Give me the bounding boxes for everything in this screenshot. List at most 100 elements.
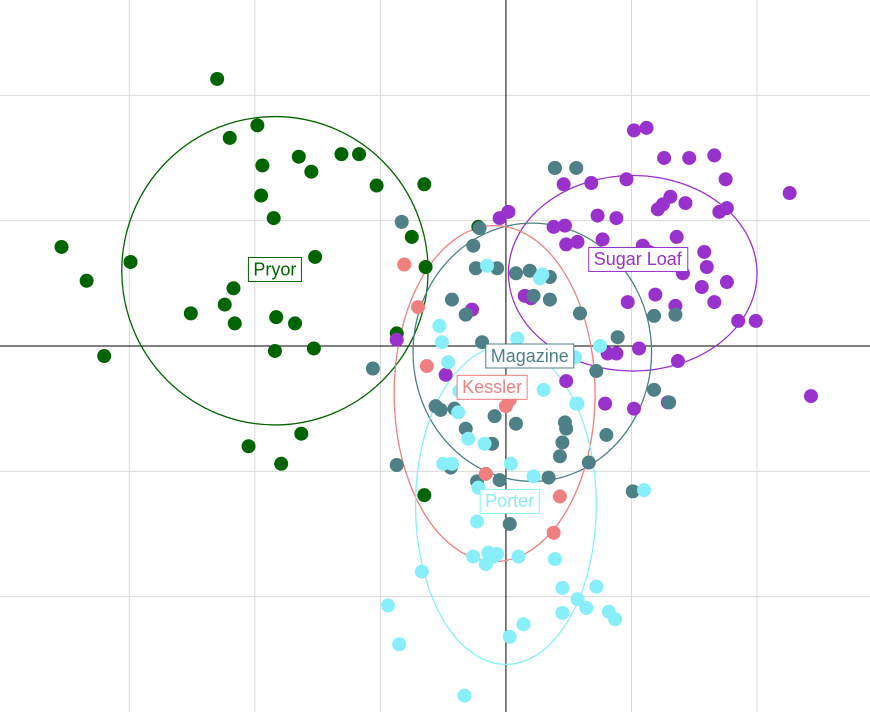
- porter-point: [490, 547, 505, 562]
- pryor-point: [54, 239, 69, 254]
- pryor-point: [352, 147, 367, 162]
- sugar-loaf-ellipse: [507, 174, 758, 372]
- magazine-point: [552, 449, 567, 464]
- porter-point: [477, 436, 492, 451]
- porter-point: [555, 580, 570, 595]
- porter-point: [380, 598, 395, 613]
- porter-point: [510, 331, 525, 346]
- magazine-point: [508, 266, 523, 281]
- porter-point: [535, 267, 550, 282]
- pryor-label-text: Pryor: [253, 259, 296, 279]
- sugar-loaf-point: [682, 150, 697, 165]
- magazine-point: [492, 473, 507, 488]
- pryor-point: [308, 249, 323, 264]
- porter-point: [579, 600, 594, 615]
- pryor-point: [217, 297, 232, 312]
- sugar-loaf-label: Sugar Loaf: [588, 246, 689, 272]
- porter-point: [637, 483, 652, 498]
- magazine-point: [487, 409, 502, 424]
- magazine-point: [668, 307, 683, 322]
- porter-point: [593, 338, 608, 353]
- sugar-loaf-point: [556, 177, 571, 192]
- porter-point: [451, 405, 466, 420]
- sugar-loaf-point: [557, 218, 572, 233]
- porter-point: [457, 688, 472, 703]
- magazine-point: [541, 470, 556, 485]
- porter-point: [555, 605, 570, 620]
- magazine-point: [647, 308, 662, 323]
- sugar-loaf-point: [632, 341, 647, 356]
- sugar-loaf-point: [694, 280, 709, 295]
- sugar-loaf-point: [670, 354, 685, 369]
- pryor-point: [241, 439, 256, 454]
- sugar-loaf-point: [803, 389, 818, 404]
- pryor-label: Pryor: [247, 257, 302, 283]
- porter-label-box: [479, 488, 540, 514]
- sugar-loaf-point: [669, 229, 684, 244]
- magazine-point: [662, 395, 677, 410]
- kessler-point: [411, 300, 426, 315]
- sugar-loaf-point: [584, 176, 599, 191]
- sugar-loaf-point: [595, 232, 610, 247]
- pryor-point: [417, 488, 432, 503]
- magazine-point: [547, 160, 562, 175]
- sugar-loaf-point: [707, 295, 722, 310]
- kessler-point: [478, 466, 493, 481]
- magazine-point: [589, 364, 604, 379]
- sugar-loaf-point: [639, 120, 654, 135]
- sugar-loaf-point: [609, 211, 624, 226]
- sugar-loaf-point: [748, 313, 763, 328]
- magazine-point: [365, 361, 380, 376]
- pryor-point: [404, 229, 419, 244]
- pryor-point: [274, 456, 289, 471]
- magazine-point: [444, 292, 459, 307]
- magazine-point: [581, 455, 596, 470]
- pryor-point: [267, 343, 282, 358]
- magazine-point: [502, 516, 517, 531]
- magazine-point: [555, 435, 570, 450]
- pryor-point: [226, 281, 241, 296]
- porter-label-text: Porter: [485, 491, 534, 511]
- pryor-point: [255, 158, 270, 173]
- porter-point: [502, 629, 517, 644]
- pryor-point: [210, 71, 225, 86]
- pryor-point: [269, 310, 284, 325]
- pryor-point: [304, 164, 319, 179]
- sugar-loaf-point: [697, 244, 712, 259]
- sugar-loaf-point: [718, 172, 733, 187]
- magazine-point: [468, 261, 483, 276]
- porter-point: [478, 557, 493, 572]
- porter-point: [516, 617, 531, 632]
- sugar-loaf-point: [707, 148, 722, 163]
- sugar-loaf-point: [626, 123, 641, 138]
- pryor-point: [97, 349, 112, 363]
- pryor-point: [288, 316, 303, 331]
- kessler-label: Kessler: [456, 374, 528, 400]
- sugar-loaf-point: [590, 208, 605, 223]
- kessler-point: [552, 489, 567, 504]
- sugar-loaf-point: [782, 186, 797, 201]
- magazine-label-text: Magazine: [491, 346, 569, 366]
- sugar-loaf-point: [650, 202, 665, 217]
- magazine-point: [599, 427, 614, 442]
- porter-point: [392, 637, 407, 652]
- porter-point: [441, 355, 456, 370]
- sugar-loaf-point: [648, 287, 663, 302]
- porter-point: [466, 549, 481, 564]
- sugar-loaf-point: [719, 275, 734, 290]
- pryor-point: [183, 306, 198, 321]
- sugar-loaf-point: [678, 196, 693, 211]
- porter-point: [470, 514, 485, 529]
- porter-point: [570, 396, 585, 411]
- porter-label: Porter: [479, 488, 540, 514]
- magazine-label-box: [485, 343, 575, 369]
- porter-point: [444, 456, 459, 471]
- magazine-point: [573, 306, 587, 321]
- kessler-label-box: [456, 374, 528, 400]
- porter-point: [511, 549, 526, 564]
- magazine-point: [394, 214, 409, 229]
- sugar-loaf-label-text: Sugar Loaf: [594, 249, 683, 269]
- sugar-loaf-point: [619, 172, 634, 187]
- porter-point: [526, 469, 541, 484]
